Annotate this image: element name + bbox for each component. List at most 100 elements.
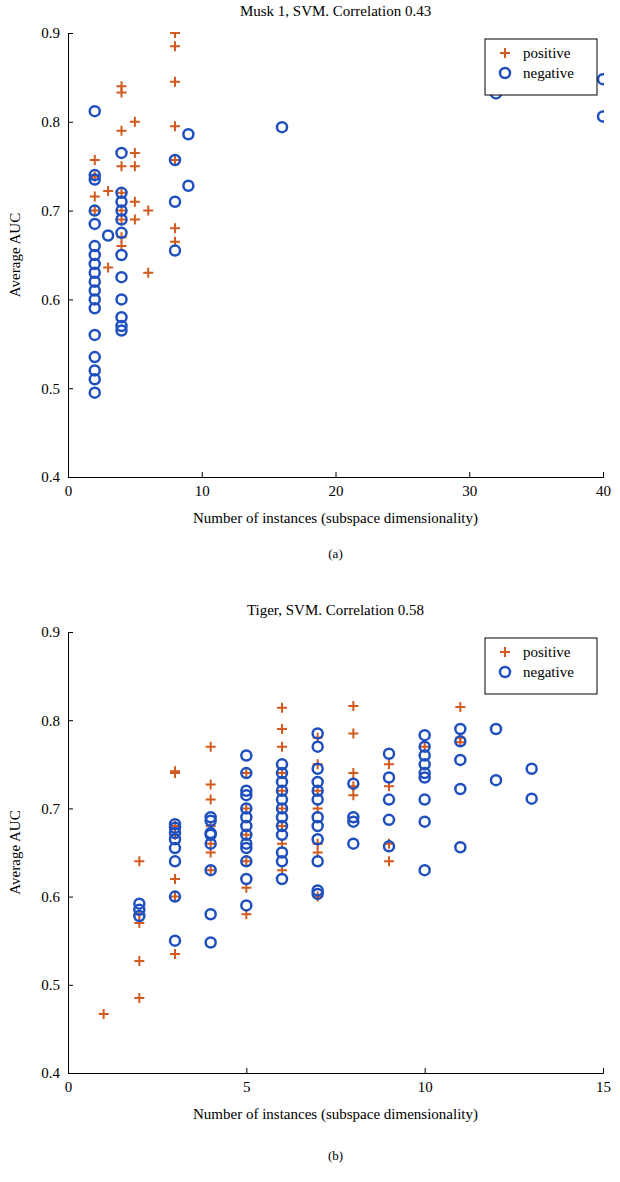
point bbox=[384, 841, 394, 851]
point bbox=[598, 111, 604, 121]
point bbox=[117, 214, 127, 224]
title: Tiger, SVM. Correlation 0.58 bbox=[247, 602, 424, 618]
point bbox=[117, 294, 127, 304]
tick: 0.4 bbox=[41, 469, 73, 485]
point bbox=[90, 374, 100, 384]
point bbox=[90, 175, 100, 185]
point bbox=[130, 117, 140, 127]
points bbox=[99, 701, 537, 1019]
legend-marker bbox=[500, 647, 510, 657]
chart: 0510150.40.50.60.70.80.9Tiger, SVM. Corr… bbox=[7, 602, 611, 1163]
tick: 10 bbox=[195, 472, 210, 499]
point bbox=[527, 794, 537, 804]
tick-label: 10 bbox=[418, 1079, 433, 1095]
tick-label: 5 bbox=[243, 1079, 251, 1095]
point bbox=[170, 155, 180, 165]
point bbox=[90, 330, 100, 340]
point bbox=[170, 197, 180, 207]
legend-label: positive bbox=[523, 644, 571, 660]
point bbox=[241, 790, 251, 800]
legend-label: positive bbox=[523, 45, 571, 61]
tick-mark bbox=[202, 472, 203, 477]
point bbox=[183, 181, 193, 191]
point bbox=[455, 784, 465, 794]
point bbox=[170, 936, 180, 946]
point bbox=[277, 830, 287, 840]
point bbox=[90, 219, 100, 229]
point bbox=[170, 949, 180, 959]
tick-mark bbox=[68, 33, 73, 34]
point bbox=[384, 773, 394, 783]
tick-label: 15 bbox=[596, 1079, 611, 1095]
point bbox=[134, 956, 144, 966]
series bbox=[90, 32, 180, 278]
point bbox=[130, 148, 140, 158]
tick-label: 0.6 bbox=[41, 889, 60, 905]
tick-label: 0.7 bbox=[41, 203, 60, 219]
caption: (b) bbox=[328, 1148, 343, 1163]
axis-line bbox=[69, 1068, 604, 1074]
x-axis-label: Number of instances (subspace dimensiona… bbox=[193, 510, 478, 527]
point bbox=[206, 865, 216, 875]
point bbox=[313, 821, 323, 831]
points bbox=[90, 32, 604, 398]
point bbox=[348, 790, 358, 800]
legend: positive negative bbox=[485, 39, 597, 95]
point bbox=[384, 856, 394, 866]
point bbox=[420, 730, 430, 740]
tick: 20 bbox=[329, 472, 344, 499]
tick-label: 40 bbox=[596, 483, 611, 499]
x-axis-label: Number of instances (subspace dimensiona… bbox=[193, 1106, 478, 1123]
point bbox=[598, 74, 604, 84]
tick: 0.7 bbox=[41, 801, 73, 817]
tick: 0.9 bbox=[41, 624, 73, 640]
point bbox=[455, 736, 465, 746]
point bbox=[277, 856, 287, 866]
tick-label: 0.6 bbox=[41, 292, 60, 308]
point bbox=[420, 795, 430, 805]
point bbox=[103, 230, 113, 240]
legend-marker bbox=[500, 48, 510, 58]
tick: 0.9 bbox=[41, 25, 73, 41]
point bbox=[170, 121, 180, 131]
point bbox=[90, 206, 100, 216]
tick-label: 0.4 bbox=[41, 1065, 60, 1081]
y-axis: 0.40.50.60.70.80.9 bbox=[41, 624, 73, 1081]
tick: 15 bbox=[596, 1068, 611, 1095]
point bbox=[170, 843, 180, 853]
point bbox=[455, 755, 465, 765]
point bbox=[134, 911, 144, 921]
tick-mark bbox=[246, 1068, 247, 1073]
point bbox=[206, 839, 216, 849]
point bbox=[117, 228, 127, 238]
point bbox=[117, 126, 127, 136]
y-axis-label: Average AUC bbox=[7, 213, 23, 297]
point bbox=[206, 742, 216, 752]
point bbox=[117, 87, 127, 97]
legend-label: negative bbox=[523, 65, 574, 81]
point bbox=[134, 993, 144, 1003]
point bbox=[103, 186, 113, 196]
tick-label: 0.5 bbox=[41, 381, 60, 397]
point bbox=[170, 32, 180, 38]
tick: 0.8 bbox=[41, 713, 73, 729]
x-axis: 010203040 bbox=[65, 472, 611, 499]
point bbox=[117, 250, 127, 260]
point bbox=[143, 206, 153, 216]
point bbox=[313, 834, 323, 844]
tick: 0.7 bbox=[41, 203, 73, 219]
point bbox=[90, 106, 100, 116]
tick-mark bbox=[68, 808, 73, 809]
tick-label: 0.8 bbox=[41, 114, 60, 130]
tick-mark bbox=[68, 388, 73, 389]
tick: 0.6 bbox=[41, 889, 73, 905]
point bbox=[277, 742, 287, 752]
point bbox=[170, 223, 180, 233]
point bbox=[170, 768, 180, 778]
point bbox=[491, 724, 501, 734]
point bbox=[420, 773, 430, 783]
point bbox=[420, 817, 430, 827]
chart: 0102030400.40.50.60.70.80.9Musk 1, SVM. … bbox=[7, 3, 611, 561]
x-axis: 051015 bbox=[65, 1068, 611, 1095]
point bbox=[313, 889, 323, 899]
